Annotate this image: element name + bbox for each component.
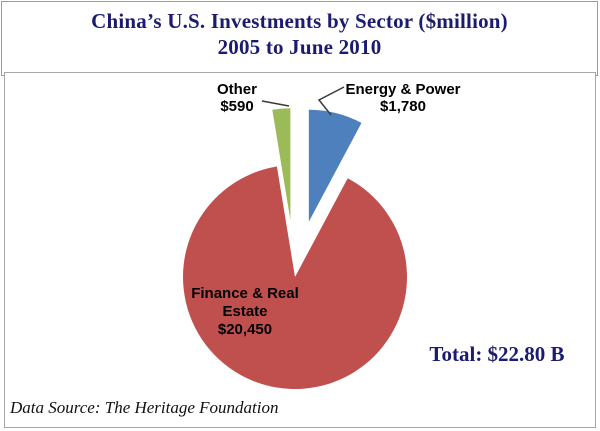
slice-label-energy: Energy & Power $1,780 <box>330 81 476 115</box>
slice-label-finance-line1: Finance & Real <box>191 285 299 302</box>
total-annotation: Total: $22.80 B <box>429 342 565 366</box>
pie-slice-energy-power <box>308 109 362 222</box>
chart-title-box: China’s U.S. Investments by Sector ($mil… <box>1 1 598 76</box>
pie-slices <box>183 108 408 390</box>
slice-label-finance-line2: Estate <box>222 303 268 320</box>
pie-slice-other <box>272 108 291 221</box>
data-source-note: Data Source: The Heritage Foundation <box>10 398 279 417</box>
slice-label-energy-value: $1,780 <box>380 98 426 115</box>
slice-label-other-value: $590 <box>220 98 254 115</box>
pie-slice-finance-real-estate <box>183 166 408 390</box>
chart-title-line1: China’s U.S. Investments by Sector ($mil… <box>91 9 508 33</box>
slice-label-finance: Finance & Real Estate $20,450 <box>165 285 325 339</box>
slice-label-other-name: Other <box>216 81 257 98</box>
chart-title-line2: 2005 to June 2010 <box>217 35 382 59</box>
slice-label-finance-value: $20,450 <box>217 321 273 338</box>
slice-label-other: Other $590 <box>192 81 282 115</box>
leader-line-other <box>261 100 290 107</box>
leader-line-energy <box>317 86 345 116</box>
slice-label-energy-name: Energy & Power <box>345 81 461 98</box>
